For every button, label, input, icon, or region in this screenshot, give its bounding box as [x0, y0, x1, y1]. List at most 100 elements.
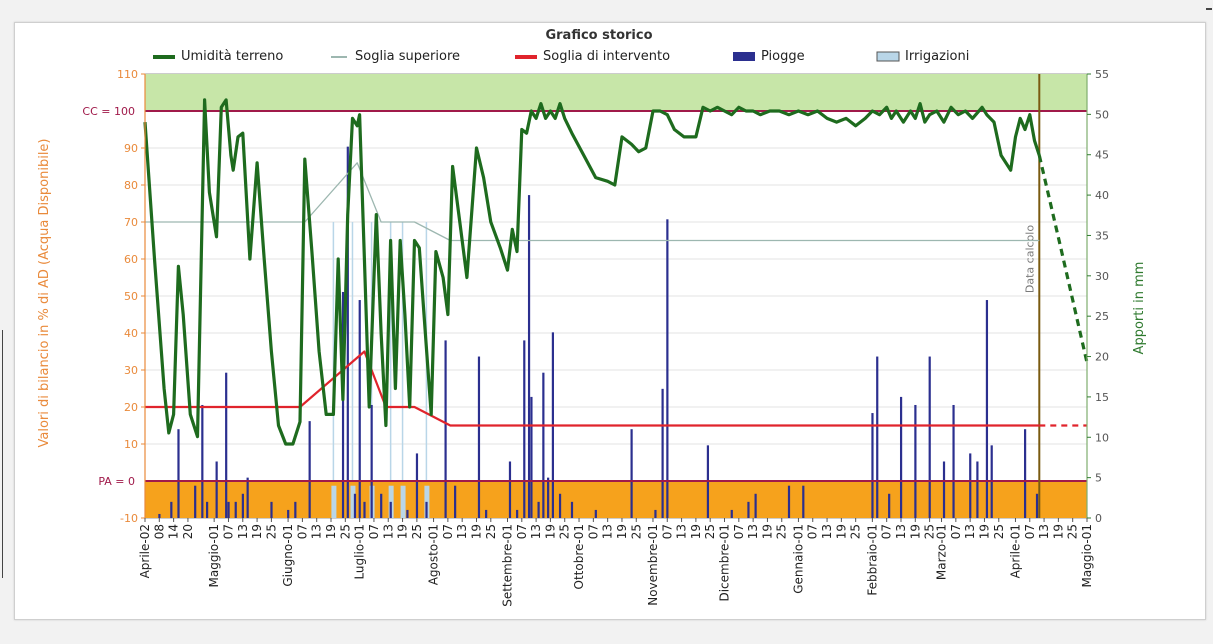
- rain-bar: [754, 493, 757, 518]
- y2-tick-label: 10: [1095, 431, 1109, 444]
- x-tick-label: 19: [908, 524, 922, 539]
- rain-bar: [1023, 429, 1027, 518]
- x-tick-label: 07: [586, 524, 600, 539]
- x-tick-label: 13: [675, 524, 689, 539]
- x-tick-label: 07: [441, 524, 455, 539]
- rain-bar: [594, 509, 597, 518]
- rain-bar: [508, 461, 512, 518]
- date-marker-label: Data calcolo: [1023, 225, 1036, 293]
- chart-frame: Data calcolo CC = 100 PA = 0 -10 10 20 30 40 50…: [14, 22, 1206, 620]
- rain-bar: [542, 372, 545, 518]
- rain-bar: [234, 501, 237, 518]
- scan-edge-mark: [1206, 8, 1212, 10]
- rain-bar: [666, 219, 669, 519]
- rain-bar: [201, 404, 204, 518]
- rain-bar: [406, 509, 409, 518]
- rain-bar: [225, 372, 228, 518]
- x-tick-label: 07: [515, 524, 529, 539]
- rain-bar: [425, 501, 428, 518]
- x-tick-label: Maggio-01: [1080, 524, 1094, 587]
- wilting-band: [145, 481, 1087, 518]
- rain-bar: [170, 501, 173, 518]
- x-tick-label: Dicembre-01: [718, 524, 732, 602]
- x-tick-label: 08: [152, 524, 166, 539]
- scan-edge-mark: [2, 330, 9, 578]
- x-tick-label: 25: [338, 524, 352, 539]
- x-tick-label: 19: [250, 524, 264, 539]
- y-axis-title: Valori di bilancio in % di AD (Acqua Dis…: [37, 139, 52, 448]
- y-tick-label: 70: [124, 216, 138, 229]
- x-tick-label: 13: [963, 524, 977, 539]
- reference-label: PA = 0: [98, 475, 135, 488]
- y2-tick-label: 35: [1095, 229, 1109, 242]
- rain-bar: [358, 300, 361, 518]
- rain-bar: [985, 300, 989, 518]
- x-tick-label: 25: [264, 524, 278, 539]
- chart-title: Grafico storico: [545, 28, 652, 43]
- y2-tick-label: 55: [1095, 68, 1109, 81]
- legend-swatch: [733, 52, 755, 61]
- legend-label: Piogge: [761, 49, 805, 64]
- rain-bar: [194, 485, 197, 518]
- legend-swatch: [331, 56, 347, 58]
- rain-bar: [380, 493, 383, 518]
- rain-bar: [871, 413, 874, 518]
- rain-bar: [888, 493, 891, 518]
- y-tick-label: 50: [124, 290, 138, 303]
- rain-bar: [802, 485, 805, 518]
- rain-bar: [527, 195, 531, 518]
- x-tick-label: 25: [410, 524, 424, 539]
- rain-bar: [969, 453, 972, 518]
- y-tick-label: 40: [124, 327, 138, 340]
- y2-tick-label: 25: [1095, 310, 1109, 323]
- rain-bar: [308, 421, 311, 518]
- x-tick-label: 13: [820, 524, 834, 539]
- x-tick-label: 19: [469, 524, 483, 539]
- x-tick-label: 25: [629, 524, 643, 539]
- rain-bar: [294, 501, 297, 518]
- x-tick-label: Aprile-02: [138, 524, 152, 578]
- x-tick-label: 19: [977, 524, 991, 539]
- x-tick-label: 25: [992, 524, 1006, 539]
- x-tick-label: 19: [834, 524, 848, 539]
- x-tick-label: 25: [703, 524, 717, 539]
- rain-bar: [241, 493, 244, 518]
- rain-bar: [227, 501, 230, 518]
- x-tick-label: Luglio-01: [353, 524, 367, 580]
- x-tick-label: 07: [732, 524, 746, 539]
- x-tick-label: 19: [760, 524, 774, 539]
- y2-tick-label: 5: [1095, 472, 1102, 485]
- y2-axis-title: Apporti in mm: [1132, 262, 1147, 355]
- x-tick-label: Novembre-01: [646, 524, 660, 606]
- rain-bar: [389, 501, 392, 518]
- rain-bar: [270, 501, 273, 518]
- x-tick-label: Giugno-01: [281, 524, 295, 587]
- x-tick-label: 13: [529, 524, 543, 539]
- legend-label: Soglia di intervento: [543, 49, 670, 64]
- reference-label: CC = 100: [82, 105, 135, 118]
- legend-swatch: [515, 55, 537, 59]
- x-tick-label: Gennaio-01: [791, 524, 805, 594]
- rain-bar: [558, 493, 562, 518]
- rain-bar: [914, 404, 917, 518]
- x-tick-label: 19: [1051, 524, 1065, 539]
- y-tick-label: 110: [117, 68, 138, 81]
- y2-tick-label: 0: [1095, 512, 1102, 525]
- y2-tick-label: 40: [1095, 189, 1109, 202]
- rain-bar: [747, 501, 750, 518]
- rain-bar: [246, 477, 249, 518]
- legend: Umidità terreno Soglia superiore Soglia di…: [153, 49, 969, 64]
- rain-bar: [206, 501, 209, 518]
- x-tick-label: 25: [484, 524, 498, 539]
- x-tick-label: 25: [558, 524, 572, 539]
- irrigation-bar: [331, 485, 337, 518]
- x-tick-label: Maggio-01: [207, 524, 221, 587]
- x-tick-label: 19: [615, 524, 629, 539]
- rain-bar: [158, 513, 161, 518]
- rain-bar: [570, 501, 574, 518]
- x-tick-label: 13: [381, 524, 395, 539]
- y2-tick-label: 45: [1095, 149, 1109, 162]
- rain-bar: [353, 493, 357, 518]
- x-tick-label: 25: [923, 524, 937, 539]
